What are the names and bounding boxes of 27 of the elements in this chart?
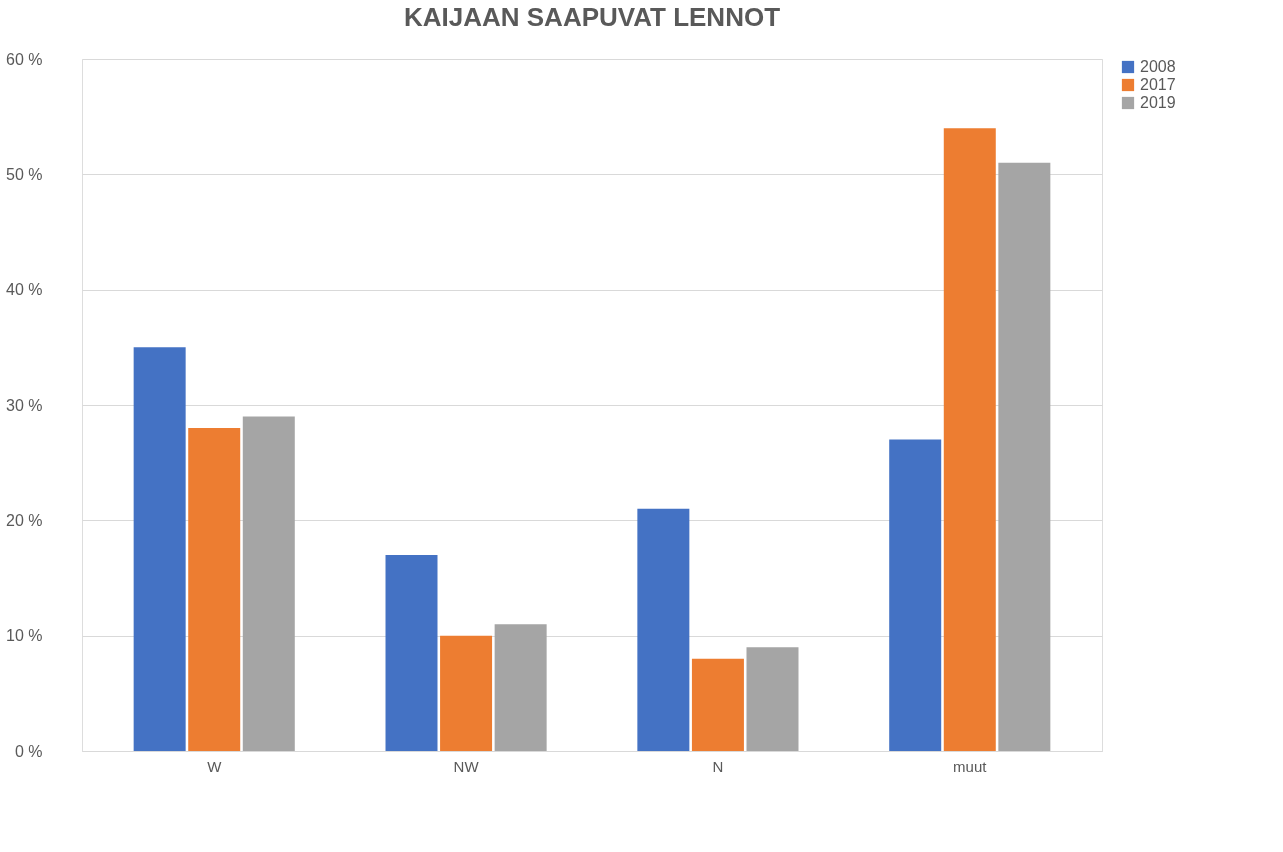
x-tick-label: N [712, 757, 724, 775]
x-tick-label: NW [453, 757, 480, 775]
legend-label: 2019 [1140, 94, 1176, 111]
bar [440, 635, 493, 751]
bar [494, 624, 547, 751]
legend-label: 2017 [1140, 76, 1176, 93]
y-tick-label: 0 % [14, 742, 43, 760]
y-tick-label: 30 % [6, 396, 43, 414]
bar [889, 439, 942, 751]
bar [188, 428, 241, 751]
bar [242, 416, 295, 751]
bar [746, 647, 799, 751]
bar [133, 347, 186, 751]
y-tick-label: 50 % [6, 165, 43, 183]
bar [691, 658, 744, 751]
chart-title: KAIJAAN SAAPUVAT LENNOT [403, 2, 781, 32]
bar [998, 162, 1051, 751]
y-tick-label: 20 % [6, 511, 43, 529]
x-tick-label: muut [953, 757, 988, 775]
x-tick-label: W [207, 757, 223, 775]
bar [637, 508, 690, 751]
y-tick-label: 10 % [6, 627, 43, 645]
y-tick-label: 60 % [6, 50, 43, 68]
legend-label: 2008 [1140, 58, 1176, 75]
y-tick-label: 40 % [6, 281, 43, 299]
bar [385, 554, 438, 751]
bar [943, 128, 996, 751]
